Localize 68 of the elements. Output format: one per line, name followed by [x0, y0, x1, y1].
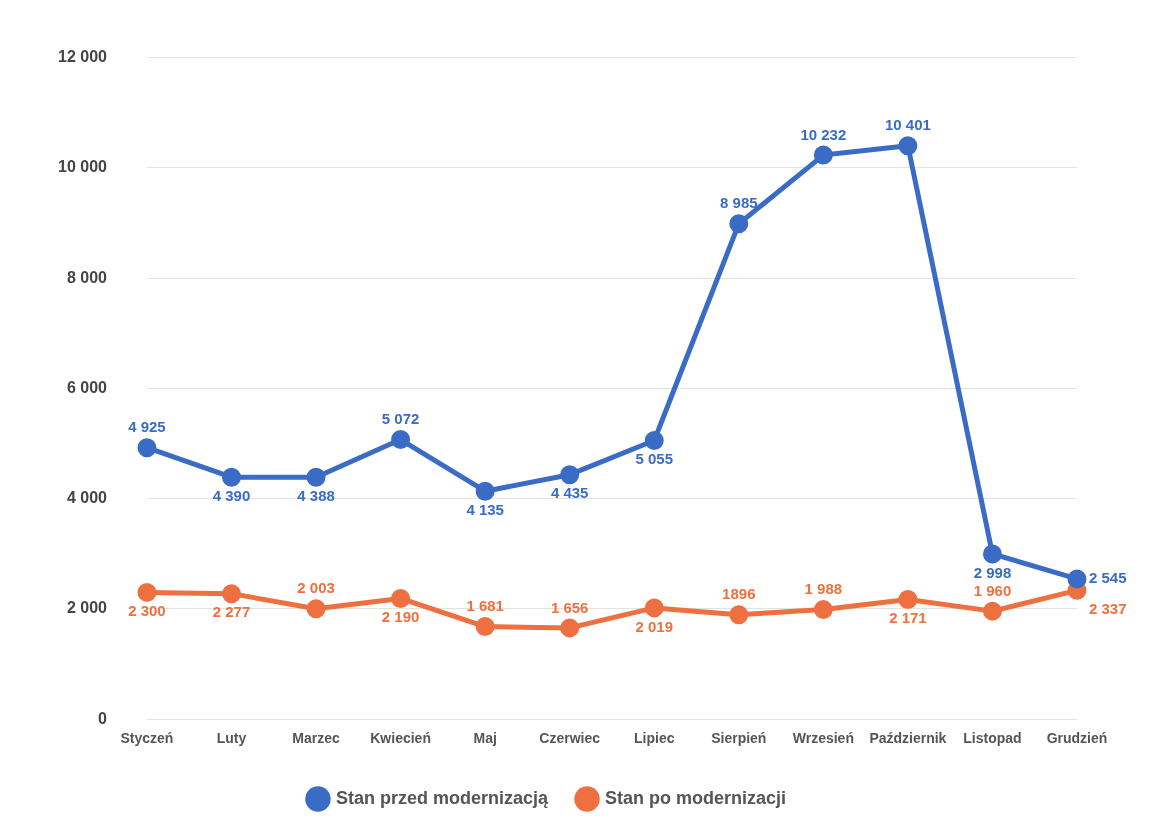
legend-label: Stan po modernizacji [605, 787, 787, 808]
point [391, 430, 411, 450]
x-tick-label: Sierpień [711, 730, 767, 747]
data-label: 1 960 [973, 581, 1012, 599]
y-tick-label: 12 000 [58, 48, 108, 66]
point [982, 601, 1002, 621]
x-tick-label: Wrzesień [792, 730, 854, 747]
x-tick-label: Październik [869, 730, 947, 747]
point [306, 467, 326, 487]
x-tick-label: Styczeń [120, 730, 174, 747]
data-label: 4 388 [297, 486, 335, 504]
point [221, 584, 241, 604]
data-label: 10 232 [800, 125, 847, 143]
point [221, 467, 241, 487]
data-label: 2 190 [381, 608, 420, 626]
data-label: 2 998 [973, 563, 1012, 581]
data-label: 2 300 [128, 602, 166, 620]
data-label: 2 171 [889, 609, 927, 627]
data-label: 2 003 [297, 579, 335, 597]
data-label: 8 985 [720, 194, 758, 212]
data-label: 4 390 [212, 486, 251, 504]
point [475, 617, 495, 637]
legend-label: Stan przed modernizacją [335, 787, 549, 808]
point [729, 605, 749, 625]
y-tick-label: 0 [98, 709, 108, 727]
data-label: 2 019 [635, 617, 674, 635]
x-tick-label: Lipiec [634, 730, 675, 747]
x-tick-label: Grudzień [1046, 730, 1108, 747]
data-label: 1 988 [804, 580, 843, 598]
point [898, 136, 918, 156]
point [137, 438, 157, 458]
point [644, 431, 664, 450]
data-label: 5 055 [635, 450, 674, 468]
point [560, 618, 580, 638]
point [982, 544, 1002, 564]
point [729, 214, 749, 234]
point [306, 599, 326, 619]
data-label: 4 135 [466, 500, 504, 518]
point [813, 145, 833, 165]
y-tick-label: 10 000 [58, 158, 108, 176]
x-tick-label: Marzec [292, 730, 340, 747]
point [644, 598, 664, 618]
x-tick-label: Czerwiec [539, 730, 601, 747]
y-tick-label: 6 000 [66, 378, 108, 396]
point [898, 590, 918, 610]
data-label: 4 435 [550, 484, 589, 502]
data-label: 5 072 [381, 410, 420, 428]
data-label: 1 656 [550, 598, 589, 616]
y-tick-label: 2 000 [66, 599, 108, 617]
point [391, 588, 411, 608]
data-label: 2 337 [1089, 600, 1127, 618]
x-tick-label: Listopad [963, 730, 1022, 747]
data-label: 1 681 [466, 597, 504, 615]
point [560, 465, 580, 485]
data-label: 2 277 [212, 603, 251, 621]
data-label: 10 401 [884, 116, 931, 134]
y-tick-label: 8 000 [66, 268, 108, 286]
point [475, 481, 495, 501]
x-tick-label: Luty [216, 730, 247, 747]
point [813, 600, 833, 620]
data-label: 1896 [722, 585, 756, 603]
point [1067, 569, 1087, 589]
point [137, 582, 157, 602]
data-label: 2 545 [1089, 569, 1127, 587]
y-tick-label: 4 000 [66, 489, 108, 507]
x-tick-label: Kwiecień [370, 730, 431, 747]
data-label: 4 925 [128, 418, 166, 436]
x-tick-label: Maj [473, 730, 497, 747]
